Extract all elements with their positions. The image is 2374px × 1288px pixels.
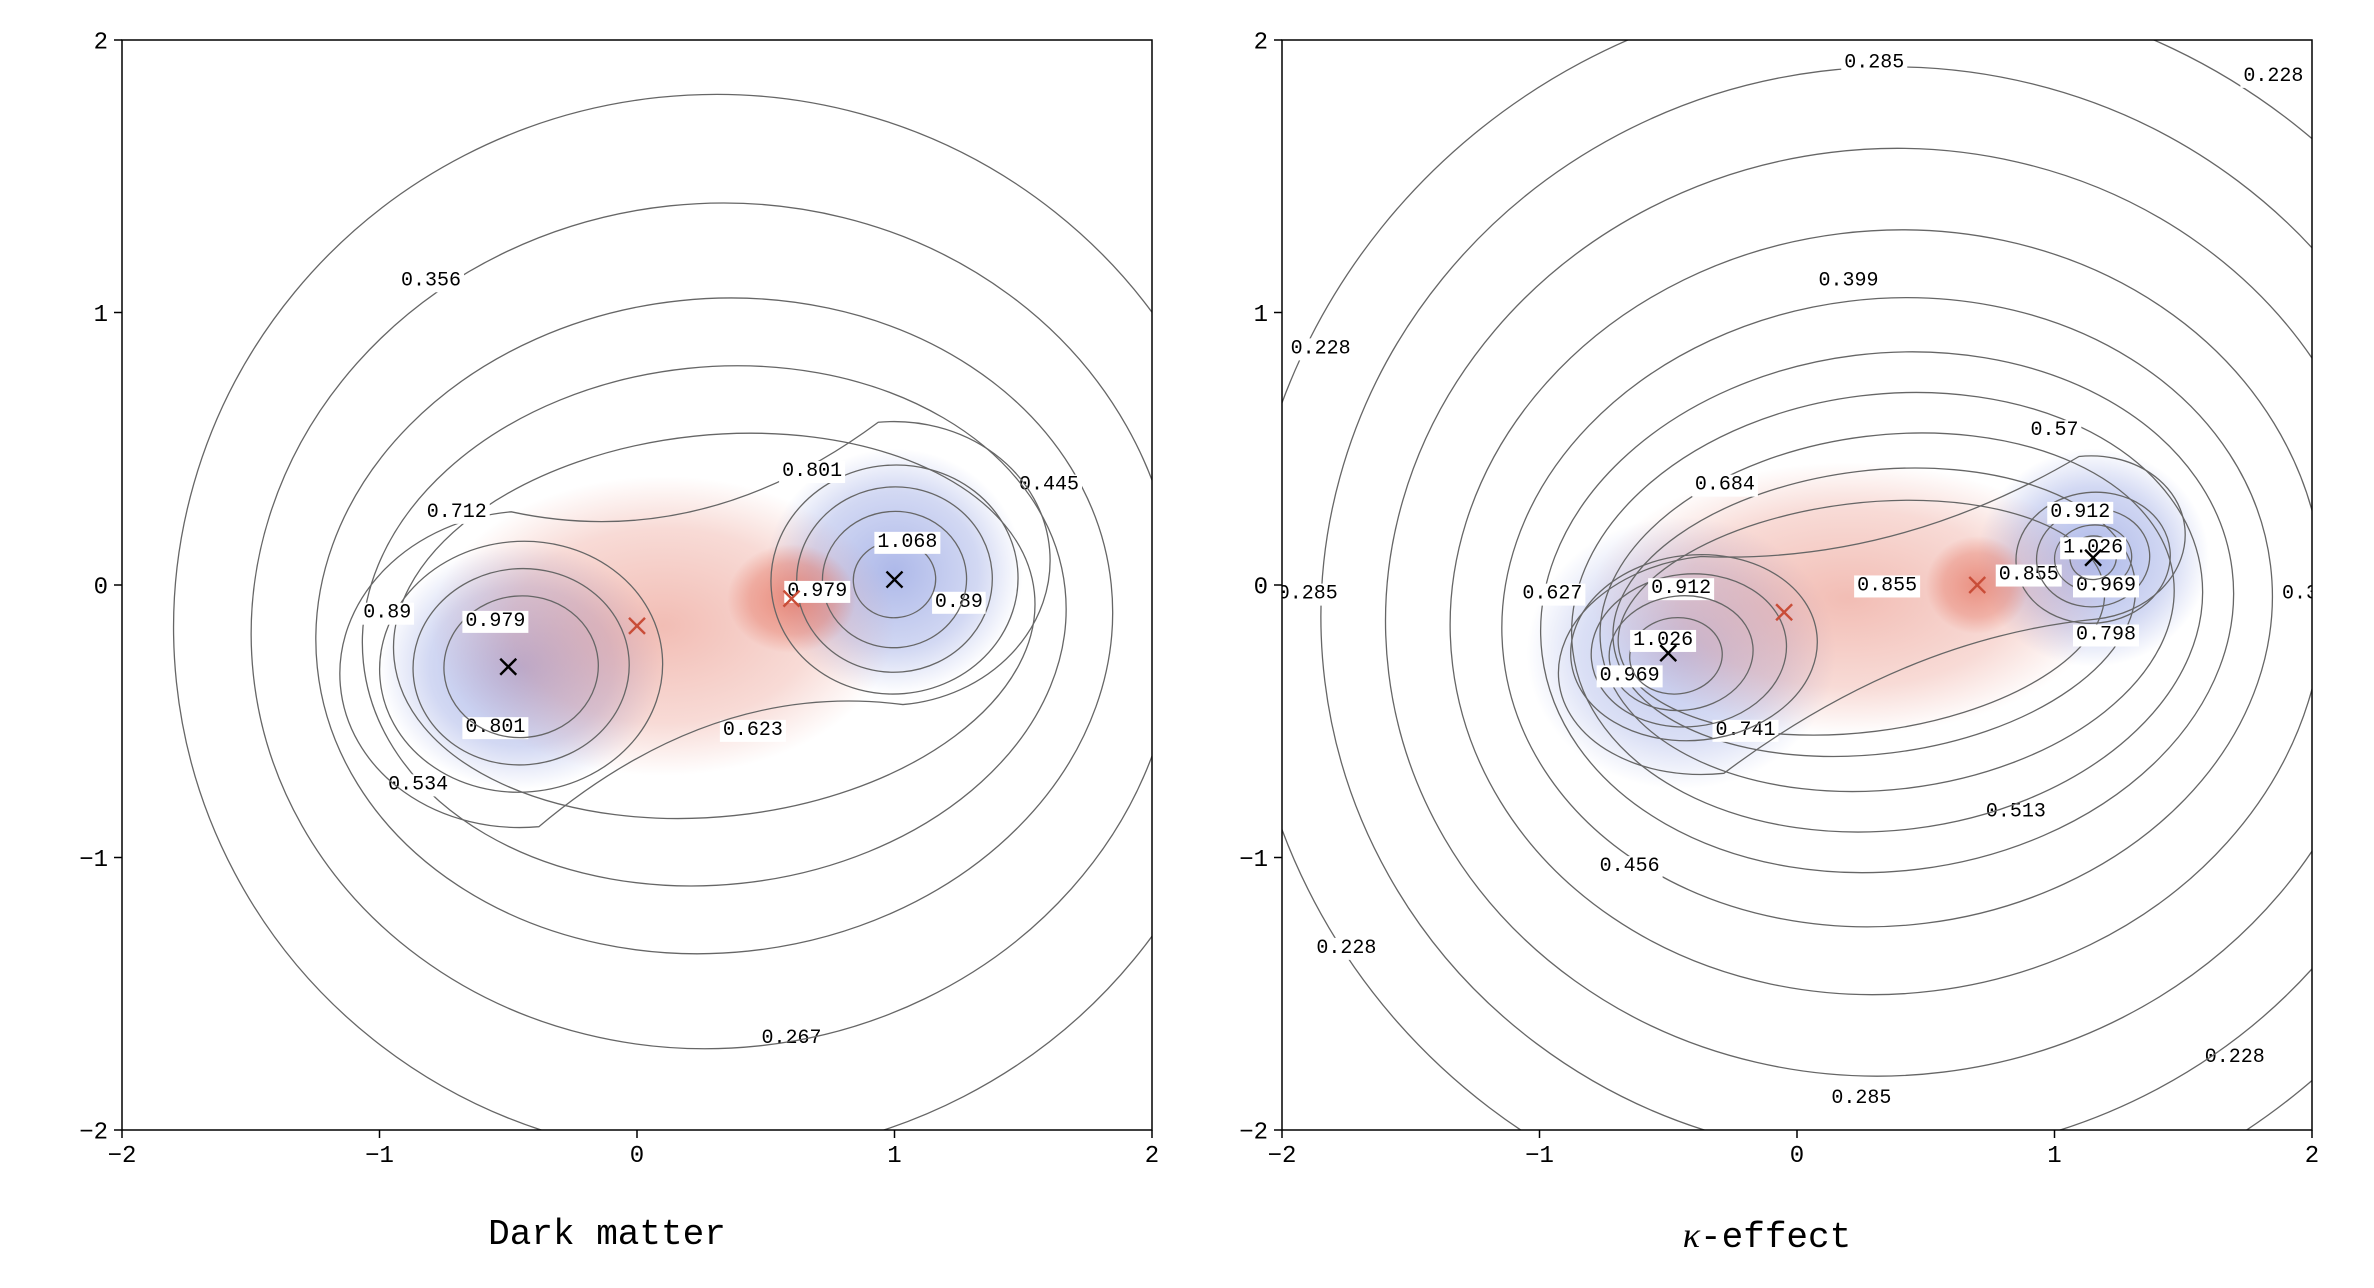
svg-text:0.228: 0.228	[1291, 337, 1351, 360]
figure-container: 0.2670.3560.4450.5340.6230.7120.8010.801…	[0, 0, 2374, 1268]
svg-text:0.57: 0.57	[2030, 419, 2078, 442]
svg-text:0.969: 0.969	[1600, 664, 1660, 687]
svg-text:−1: −1	[1239, 847, 1268, 874]
svg-text:−1: −1	[1525, 1143, 1554, 1170]
panel-title-dark-matter: Dark matter	[488, 1214, 726, 1255]
svg-text:0.979: 0.979	[465, 610, 525, 633]
svg-text:1: 1	[887, 1143, 901, 1170]
svg-text:0.801: 0.801	[465, 716, 525, 739]
svg-text:1: 1	[94, 302, 108, 329]
panel-kappa-effect: 0.2280.2280.2280.2280.2850.2850.2850.342…	[1192, 10, 2342, 1258]
svg-text:−1: −1	[365, 1143, 394, 1170]
svg-text:0.855: 0.855	[1999, 564, 2059, 587]
svg-text:−2: −2	[1239, 1119, 1268, 1146]
svg-text:0.228: 0.228	[2205, 1046, 2265, 1069]
svg-text:2: 2	[1254, 29, 1268, 56]
svg-text:0.798: 0.798	[2076, 624, 2136, 647]
svg-text:0: 0	[1254, 574, 1268, 601]
svg-text:0.89: 0.89	[363, 602, 411, 625]
svg-text:0.912: 0.912	[2050, 501, 2110, 524]
svg-text:0.228: 0.228	[1316, 937, 1376, 960]
svg-text:0.285: 0.285	[1844, 51, 1904, 74]
svg-text:1.068: 1.068	[877, 531, 937, 554]
svg-text:−2: −2	[108, 1143, 137, 1170]
svg-text:0.228: 0.228	[2243, 65, 2303, 88]
svg-text:0.285: 0.285	[1831, 1087, 1891, 1110]
svg-text:0.712: 0.712	[427, 501, 487, 524]
svg-text:−1: −1	[79, 847, 108, 874]
svg-text:0.623: 0.623	[723, 719, 783, 742]
svg-text:−2: −2	[79, 1119, 108, 1146]
svg-text:1.026: 1.026	[2063, 536, 2123, 559]
svg-text:0.627: 0.627	[1522, 583, 1582, 606]
svg-text:2: 2	[1145, 1143, 1159, 1170]
svg-text:0.356: 0.356	[401, 269, 461, 292]
panel-title-kappa-effect: κ-effect	[1683, 1214, 1852, 1258]
svg-text:0.534: 0.534	[388, 773, 448, 796]
contour-plot-kappa-effect: 0.2280.2280.2280.2280.2850.2850.2850.342…	[1192, 10, 2342, 1210]
svg-text:0.684: 0.684	[1695, 474, 1755, 497]
svg-text:0.979: 0.979	[787, 580, 847, 603]
svg-text:0.801: 0.801	[782, 460, 842, 483]
svg-text:0.456: 0.456	[1600, 855, 1660, 878]
svg-text:0: 0	[630, 1143, 644, 1170]
svg-text:0: 0	[94, 574, 108, 601]
svg-text:0.399: 0.399	[1818, 269, 1878, 292]
svg-text:1: 1	[2047, 1143, 2061, 1170]
panel-title-kappa-suffix: -effect	[1700, 1217, 1851, 1258]
contour-plot-dark-matter: 0.2670.3560.4450.5340.6230.7120.8010.801…	[32, 10, 1182, 1210]
svg-text:−2: −2	[1268, 1143, 1297, 1170]
panel-dark-matter: 0.2670.3560.4450.5340.6230.7120.8010.801…	[32, 10, 1182, 1255]
svg-text:2: 2	[2305, 1143, 2319, 1170]
svg-text:0.285: 0.285	[1278, 583, 1338, 606]
svg-text:2: 2	[94, 29, 108, 56]
svg-text:1: 1	[1254, 302, 1268, 329]
svg-text:0.267: 0.267	[761, 1027, 821, 1050]
svg-text:0: 0	[1790, 1143, 1804, 1170]
svg-text:0.855: 0.855	[1857, 574, 1917, 597]
